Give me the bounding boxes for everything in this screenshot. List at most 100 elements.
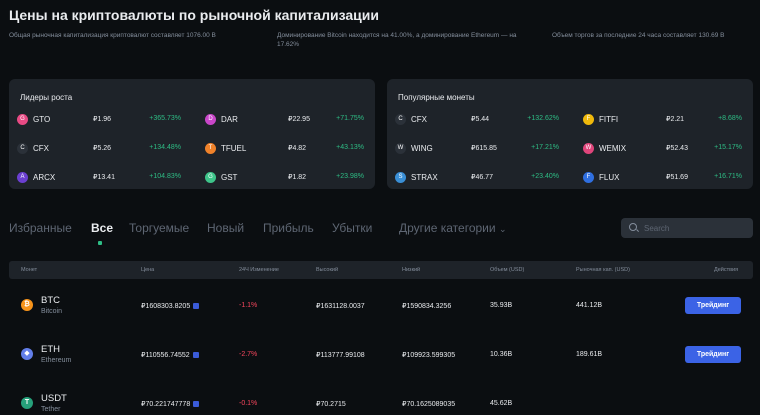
coin-row-gst[interactable]: G GST ₽1.82 +23.98%	[205, 172, 364, 186]
page-title: Цены на криптовалюты по рыночной капитал…	[9, 7, 379, 23]
coin-row-dar[interactable]: D DAR ₽22.95 +71.75%	[205, 114, 364, 128]
tab-favorites[interactable]: Избранные	[9, 221, 72, 235]
coin-volume: 35.93B	[490, 302, 512, 309]
strax-icon: S	[395, 172, 406, 183]
gainers-title: Лидеры роста	[20, 93, 72, 102]
coin-market-cap: 189.61B	[576, 351, 602, 358]
search-icon	[629, 223, 637, 231]
coin-high: ₽1631128.0037	[316, 302, 365, 310]
coin-row-fitfi[interactable]: F FITFI ₽2.21 +8.68%	[583, 114, 742, 128]
coin-high: ₽113777.99108	[316, 351, 365, 359]
coin-row-arcx[interactable]: A ARCX ₽13.41 +104.83%	[17, 172, 181, 186]
trade-button[interactable]: Трейдинг	[685, 297, 741, 314]
market-cap-stat: Общая рыночная капитализация криптовалют…	[9, 31, 244, 40]
coin-change: +17.21%	[531, 144, 559, 151]
search-input[interactable]	[644, 221, 744, 235]
coin-volume: 45.62B	[490, 400, 512, 407]
table-row[interactable]: ₿ BTC Bitcoin ₽1608303.8205 -1.1% ₽1631128.00…	[9, 283, 753, 333]
coin-row-wing[interactable]: W WING ₽615.85 +17.21%	[395, 143, 559, 157]
volume-stat: Объем торгов за последние 24 часа состав…	[552, 31, 752, 40]
wemix-icon: W	[583, 143, 594, 154]
coin-price: ₽51.69	[666, 173, 688, 181]
coin-change: +23.40%	[531, 173, 559, 180]
gainers-card: Лидеры роста G GTO ₽1.96 +365.73% D DAR ₽22.95…	[9, 79, 375, 189]
table-row[interactable]: T USDT Tether ₽70.221747778 -0.1% ₽70.2715 ₽70…	[9, 381, 753, 415]
coin-symbol: FLUX	[599, 173, 619, 182]
coin-row-cfx[interactable]: C CFX ₽5.44 +132.62%	[395, 114, 559, 128]
active-tab-indicator	[98, 241, 102, 245]
coin-price: ₽22.95	[288, 115, 310, 123]
coin-price: ₽110556.74552	[141, 351, 199, 359]
coin-symbol: FITFI	[599, 115, 618, 124]
price-value: ₽1608303.8205	[141, 303, 190, 310]
gto-icon: G	[17, 114, 28, 125]
col-price[interactable]: Цена	[141, 267, 154, 273]
price-badge-icon	[193, 401, 199, 407]
coin-change: +15.17%	[714, 144, 742, 151]
arcx-icon: A	[17, 172, 28, 183]
table-row[interactable]: ◆ ETH Ethereum ₽110556.74552 -2.7% ₽113777.99…	[9, 332, 753, 382]
coin-price: ₽1608303.8205	[141, 302, 199, 310]
wing-icon: W	[395, 143, 406, 154]
cfx-icon: C	[395, 114, 406, 125]
coin-change: +134.48%	[149, 144, 181, 151]
trade-button[interactable]: Трейдинг	[685, 346, 741, 363]
coin-name: Tether	[41, 406, 60, 413]
col-high[interactable]: Высокий	[316, 267, 338, 273]
coin-symbol: CFX	[411, 115, 427, 124]
coin-row-strax[interactable]: S STRAX ₽46.77 +23.40%	[395, 172, 559, 186]
tab-all[interactable]: Все	[91, 221, 113, 235]
tfuel-icon: T	[205, 143, 216, 154]
coin-symbol: GTO	[33, 115, 50, 124]
coin-symbol: DAR	[221, 115, 238, 124]
coin-market-cap: 441.12B	[576, 302, 602, 309]
tab-other-categories[interactable]: Другие категории ⌄	[399, 221, 506, 235]
tab-tradable[interactable]: Торгуемые	[129, 221, 189, 235]
flux-icon: F	[583, 172, 594, 183]
coin-low: ₽70.1625089035	[402, 400, 455, 408]
coin-symbol: TFUEL	[221, 144, 246, 153]
col-actions: Действия	[714, 267, 738, 273]
tab-new[interactable]: Новый	[207, 221, 244, 235]
tab-other-categories-label: Другие категории	[399, 221, 496, 235]
cfx-icon: C	[17, 143, 28, 154]
coin-price: ₽13.41	[93, 173, 115, 181]
coin-low: ₽1590834.3256	[402, 302, 451, 310]
col-coin[interactable]: Монет	[21, 267, 37, 273]
popular-title: Популярные монеты	[398, 93, 475, 102]
coin-price: ₽1.82	[288, 173, 306, 181]
coin-change: +365.73%	[149, 115, 181, 122]
search-box[interactable]	[621, 218, 753, 238]
col-change[interactable]: 24Ч Изменение	[239, 267, 279, 273]
coin-change: +104.83%	[149, 173, 181, 180]
usdt-icon: T	[21, 397, 33, 409]
coin-row-flux[interactable]: F FLUX ₽51.69 +16.71%	[583, 172, 742, 186]
price-badge-icon	[193, 303, 199, 309]
tab-losers[interactable]: Убытки	[332, 221, 372, 235]
coin-symbol: USDT	[41, 393, 67, 404]
price-value: ₽110556.74552	[141, 352, 190, 359]
coin-change: -0.1%	[239, 400, 257, 407]
btc-icon: ₿	[21, 299, 33, 311]
coin-row-tfuel[interactable]: T TFUEL ₽4.82 +43.13%	[205, 143, 364, 157]
coin-price: ₽615.85	[471, 144, 497, 152]
coin-row-wemix[interactable]: W WEMIX ₽52.43 +15.17%	[583, 143, 742, 157]
coin-low: ₽109923.599305	[402, 351, 455, 359]
coin-row-cfx[interactable]: C CFX ₽5.26 +134.48%	[17, 143, 181, 157]
coin-symbol: ARCX	[33, 173, 55, 182]
col-low[interactable]: Низкий	[402, 267, 420, 273]
coin-symbol: WING	[411, 144, 433, 153]
coin-high: ₽70.2715	[316, 400, 346, 408]
chevron-down-icon: ⌄	[499, 224, 507, 234]
coin-change: +8.68%	[718, 115, 742, 122]
coin-price: ₽52.43	[666, 144, 688, 152]
col-volume[interactable]: Объем (USD)	[490, 267, 524, 273]
price-value: ₽70.221747778	[141, 401, 190, 408]
coin-symbol: BTC	[41, 295, 60, 306]
gst-icon: G	[205, 172, 216, 183]
tab-gainers[interactable]: Прибыль	[263, 221, 314, 235]
col-market-cap[interactable]: Рыночная кап. (USD)	[576, 267, 630, 273]
coin-row-gto[interactable]: G GTO ₽1.96 +365.73%	[17, 114, 181, 128]
coin-symbol: STRAX	[411, 173, 438, 182]
coin-price: ₽1.96	[93, 115, 111, 123]
